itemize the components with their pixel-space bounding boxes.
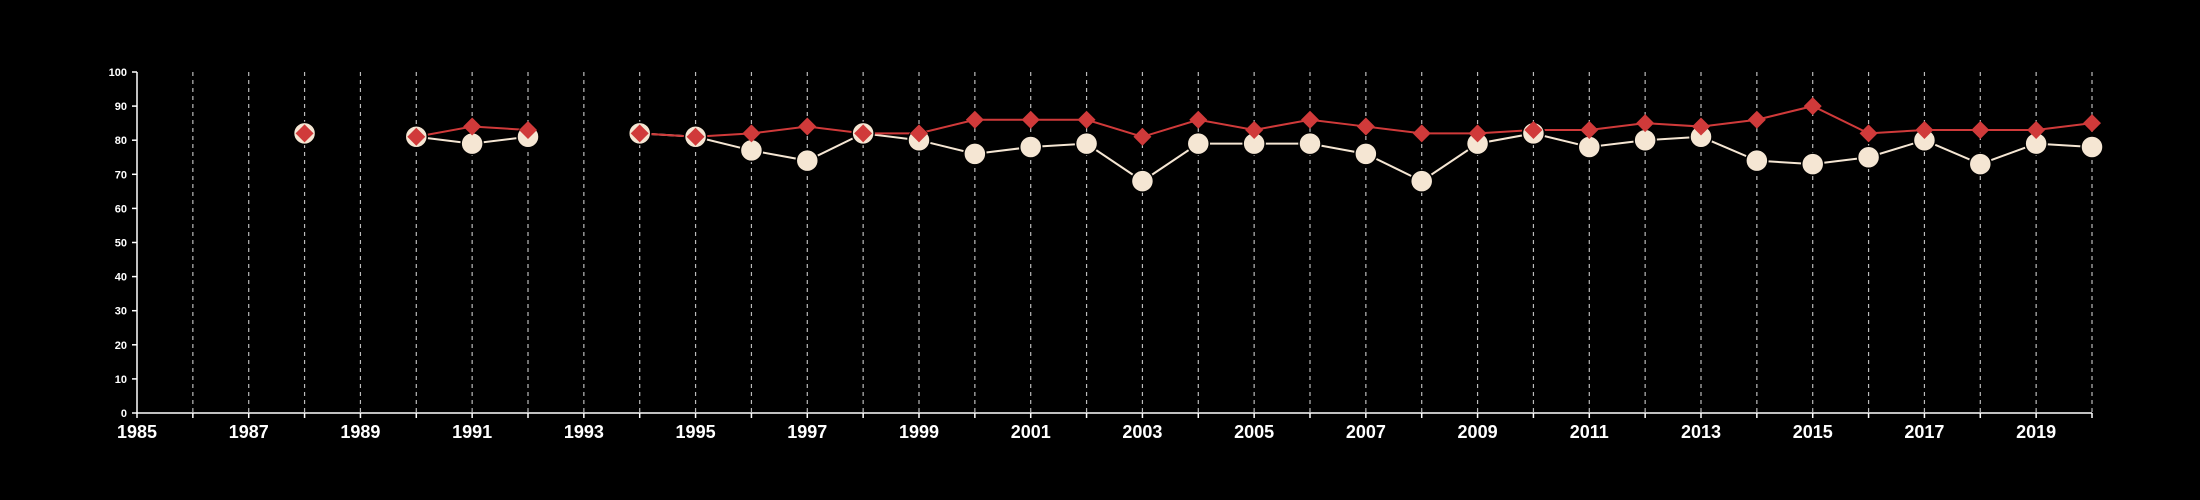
circle-point-2000 bbox=[963, 142, 987, 166]
x-tick-label-6: 1997 bbox=[787, 422, 827, 442]
x-tick-label-2: 1989 bbox=[340, 422, 380, 442]
y-tick-label-8: 80 bbox=[115, 135, 127, 147]
y-tick-label-10: 100 bbox=[109, 67, 127, 79]
x-tick-label-16: 2017 bbox=[1904, 422, 1944, 442]
diamond-point-2004 bbox=[1189, 110, 1208, 129]
circle-point-2008 bbox=[1409, 169, 1434, 193]
x-tick-label-7: 1999 bbox=[899, 422, 939, 442]
y-tick-label-6: 60 bbox=[115, 203, 127, 215]
circle-point-2011 bbox=[1577, 135, 1602, 159]
x-tick-label-11: 2007 bbox=[1346, 422, 1386, 442]
diamond-point-1999 bbox=[910, 124, 928, 143]
diamond-point-2011 bbox=[1580, 120, 1599, 139]
circle-point-2003 bbox=[1130, 169, 1155, 193]
circle-point-2002 bbox=[1074, 131, 1099, 156]
diamond-point-1990 bbox=[407, 127, 426, 146]
diamond-point-1992 bbox=[519, 120, 537, 139]
circle-point-2006 bbox=[1298, 131, 1322, 156]
x-tick-label-12: 2009 bbox=[1458, 422, 1498, 442]
x-tick-label-0: 1985 bbox=[117, 422, 157, 442]
x-tick-label-8: 2001 bbox=[1011, 422, 1051, 442]
circle-point-2020 bbox=[2080, 135, 2104, 159]
y-tick-label-5: 50 bbox=[115, 238, 127, 250]
y-tick-label-7: 70 bbox=[115, 169, 127, 181]
diamond-point-2015 bbox=[1803, 97, 1822, 116]
x-tick-label-1: 1987 bbox=[229, 422, 269, 442]
diamond-point-2003 bbox=[1133, 127, 1152, 146]
diamond-point-1994 bbox=[630, 124, 649, 143]
x-tick-label-5: 1995 bbox=[676, 422, 716, 442]
x-tick-label-14: 2013 bbox=[1681, 422, 1721, 442]
x-tick-label-15: 2015 bbox=[1793, 422, 1833, 442]
y-tick-label-1: 10 bbox=[115, 374, 127, 386]
diamond-point-2008 bbox=[1412, 124, 1431, 143]
circle-point-2018 bbox=[1968, 152, 1993, 176]
x-tick-label-9: 2003 bbox=[1122, 422, 1162, 442]
diamond-point-2006 bbox=[1301, 110, 1319, 129]
diamond-point-2012 bbox=[1636, 114, 1655, 133]
y-tick-label-9: 90 bbox=[115, 101, 127, 113]
circle-point-2001 bbox=[1018, 135, 1043, 159]
y-tick-label-2: 20 bbox=[115, 340, 127, 352]
diamond-point-1996 bbox=[742, 124, 761, 143]
diamond-point-2016 bbox=[1859, 124, 1878, 143]
diamond-point-2017 bbox=[1915, 120, 1934, 139]
diamond-point-2010 bbox=[1524, 120, 1543, 139]
circle-point-2012 bbox=[1633, 128, 1657, 152]
diamond-point-1988 bbox=[295, 124, 314, 143]
axes bbox=[132, 71, 2093, 418]
diamond-point-1997 bbox=[798, 117, 817, 136]
circle-point-2015 bbox=[1800, 152, 1825, 176]
diamond-point-2009 bbox=[1468, 124, 1487, 143]
x-tick-label-17: 2019 bbox=[2016, 422, 2056, 442]
circle-point-1997 bbox=[795, 148, 820, 173]
diamond-point-2018 bbox=[1971, 120, 1990, 139]
tick-labels: 0 10 20 30 40 50 60 70 80 90 100 1985 1987 1989 1991 19… bbox=[109, 67, 2057, 442]
diamond-point-2000 bbox=[965, 110, 984, 129]
diamond-point-2014 bbox=[1747, 110, 1766, 129]
circle-point-1996 bbox=[739, 138, 764, 163]
y-tick-label-4: 40 bbox=[115, 272, 127, 284]
diamond-point-2013 bbox=[1692, 117, 1710, 136]
diamond-point-1995 bbox=[686, 127, 705, 146]
y-tick-label-3: 30 bbox=[115, 306, 127, 318]
x-tick-label-10: 2005 bbox=[1234, 422, 1274, 442]
series-layer bbox=[292, 97, 2104, 193]
diamond-point-2001 bbox=[1021, 110, 1040, 129]
diamond-point-2005 bbox=[1245, 120, 1264, 139]
diamond-point-1991 bbox=[463, 117, 482, 136]
x-tick-label-13: 2011 bbox=[1570, 422, 1609, 442]
circle-point-2004 bbox=[1186, 131, 1211, 156]
diamond-point-1998 bbox=[854, 124, 873, 143]
x-tick-label-3: 1991 bbox=[452, 422, 492, 442]
x-tick-label-4: 1993 bbox=[564, 422, 604, 442]
circle-point-2007 bbox=[1354, 142, 1378, 166]
y-tick-label-0: 0 bbox=[121, 408, 127, 420]
diamond-point-2007 bbox=[1356, 117, 1375, 136]
diamond-point-2019 bbox=[2027, 120, 2046, 139]
circle-point-2016 bbox=[1856, 145, 1881, 169]
diamond-point-2002 bbox=[1077, 110, 1096, 129]
circle-point-2014 bbox=[1745, 148, 1769, 173]
circle-point-1991 bbox=[460, 131, 484, 156]
diamond-point-2020 bbox=[2083, 114, 2101, 133]
